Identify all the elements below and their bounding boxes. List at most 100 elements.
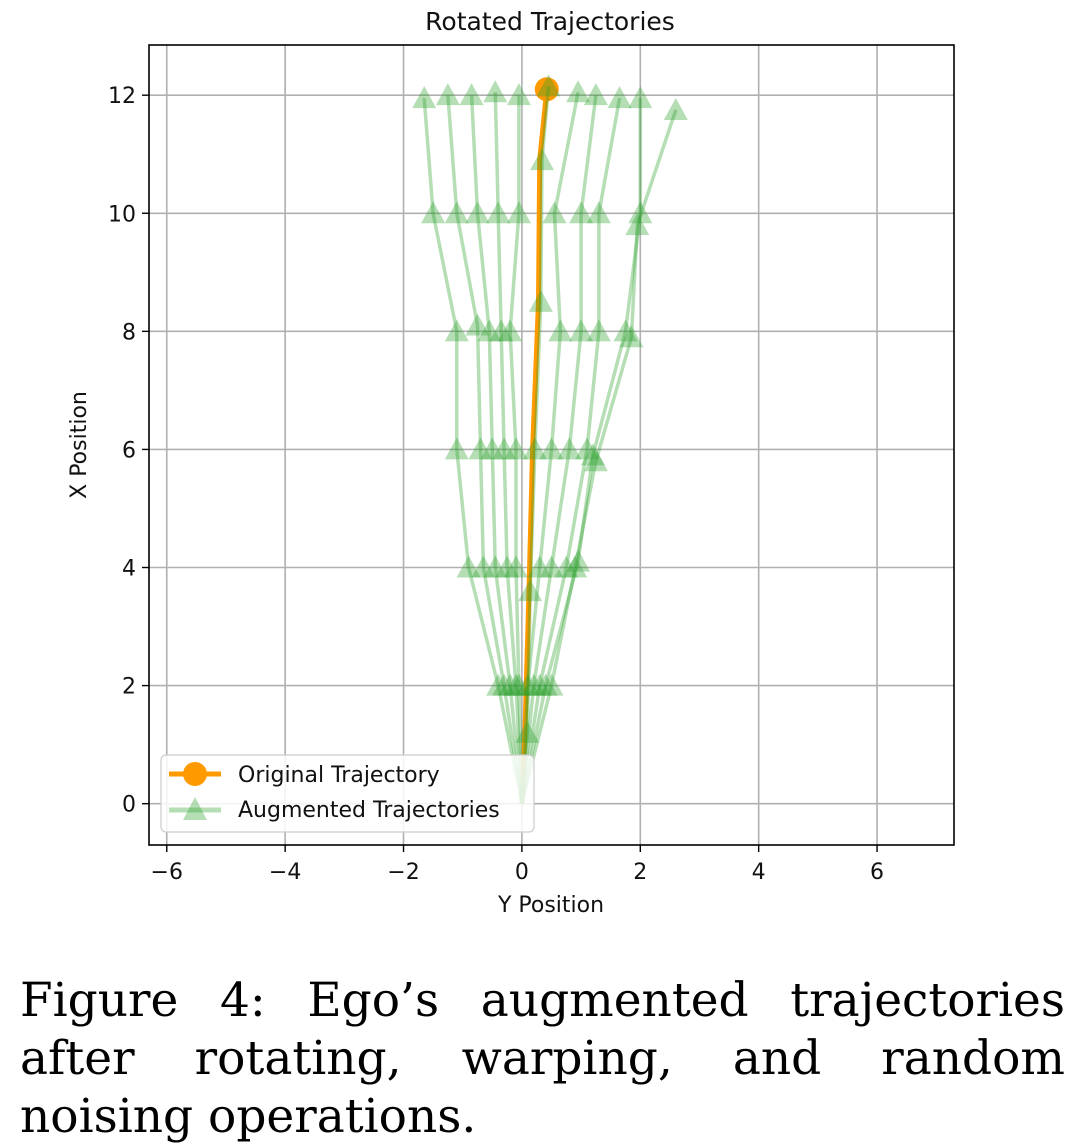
augmented-trajectory-marker [471, 555, 496, 578]
augmented-trajectory-marker [586, 201, 611, 224]
trajectory-chart: Rotated Trajectories −6 −4 −2 0 2 4 6 0 2 4 6 8 10 1… [67, 7, 955, 918]
augmented-trajectory-marker [465, 201, 490, 224]
augmented-trajectory-line [520, 109, 678, 805]
augmented-trajectory-line [520, 86, 551, 804]
series-augmented-trajectory [520, 97, 688, 805]
augmented-trajectory-marker [522, 437, 547, 460]
augmented-trajectory-marker [527, 555, 552, 578]
augmented-trajectory-marker [530, 148, 555, 171]
augmented-trajectory-marker [586, 319, 611, 342]
series-augmented-trajectory [498, 83, 531, 804]
original-trajectory-line [519, 89, 550, 804]
augmented-trajectory-marker [583, 449, 608, 472]
augmented-trajectory-marker [503, 555, 528, 578]
x-ticks: −6 −4 −2 0 2 4 6 [151, 845, 884, 885]
series-augmented-trajectory [459, 83, 524, 804]
series-augmented-trajectory [412, 86, 524, 805]
series-augmented-trajectory [515, 74, 561, 804]
plot-frame [148, 44, 955, 846]
y-tick-label: 12 [108, 84, 136, 109]
legend-box [160, 754, 535, 833]
figure-caption: Figure 4: Ego’s augmented trajectories a… [20, 973, 1065, 1144]
augmented-trajectory-marker [495, 555, 520, 578]
augmented-trajectory-marker [444, 437, 469, 460]
augmented-trajectory-marker [619, 325, 644, 348]
augmented-trajectory-line [520, 98, 643, 805]
augmented-trajectory-marker [569, 319, 594, 342]
series-augmented-trajectory [520, 86, 632, 804]
augmented-trajectory-marker [607, 86, 632, 109]
y-ticks: 0 2 4 6 8 10 12 [108, 84, 149, 818]
augmented-trajectory-marker [435, 83, 460, 106]
legend-original-marker [183, 762, 207, 786]
augmented-trajectory-marker [580, 443, 605, 466]
x-tick-label: 6 [870, 860, 884, 885]
series-augmented-trajectory [435, 83, 524, 804]
augmented-trajectory-marker [533, 673, 558, 696]
augmented-trajectory-marker [506, 201, 531, 224]
y-tick-label: 2 [122, 675, 136, 700]
original-endpoint-marker [534, 77, 559, 102]
series-augmented-trajectory [520, 83, 608, 804]
augmented-trajectory-marker [628, 201, 653, 224]
augmented-trajectory-line [520, 97, 622, 804]
augmented-trajectory-marker [569, 201, 594, 224]
x-tick-label: −4 [269, 860, 301, 885]
x-tick-label: −6 [151, 860, 183, 885]
augmented-trajectory-marker [506, 673, 531, 696]
legend-augmented-label: Augmented Trajectories [238, 798, 500, 823]
augmented-trajectory-marker [498, 319, 523, 342]
augmented-trajectory-marker [444, 319, 469, 342]
x-tick-label: 0 [515, 860, 529, 885]
augmented-trajectory-marker [625, 213, 650, 236]
augmented-trajectory-marker [575, 437, 600, 460]
y-tick-label: 4 [122, 557, 136, 582]
augmented-trajectory-line [493, 92, 524, 804]
augmented-trajectory-marker [554, 555, 579, 578]
y-tick-label: 0 [122, 793, 136, 818]
augmented-trajectory-marker [515, 720, 540, 743]
augmented-trajectory-marker [480, 437, 505, 460]
series-original-trajectory [519, 77, 559, 804]
augmented-trajectory-line [508, 95, 524, 804]
augmented-trajectory-marker [456, 555, 481, 578]
augmented-trajectory-marker [486, 673, 511, 696]
y-tick-label: 6 [122, 438, 136, 463]
augmented-trajectory-marker [412, 86, 437, 109]
augmented-trajectory-marker [518, 579, 543, 602]
y-tick-label: 8 [122, 320, 136, 345]
augmented-trajectory-line [469, 95, 524, 804]
augmented-trajectory-marker [515, 673, 540, 696]
augmented-trajectory-marker [557, 437, 582, 460]
x-tick-label: 4 [752, 860, 766, 885]
augmented-trajectory-marker [539, 437, 564, 460]
augmented-trajectory-line [520, 94, 598, 804]
augmented-trajectory-line [520, 91, 580, 804]
augmented-trajectory-marker [539, 555, 564, 578]
augmented-trajectory-marker [536, 74, 561, 97]
legend-original-label: Original Trajectory [238, 763, 440, 788]
series-augmented-trajectory [515, 80, 591, 804]
augmented-trajectory-marker [583, 83, 608, 106]
augmented-trajectory-line [446, 95, 524, 804]
augmented-trajectory-marker [628, 86, 653, 109]
series-augmented-trajectory [483, 80, 528, 804]
augmented-trajectory-marker [613, 319, 638, 342]
augmented-trajectory-marker [459, 83, 484, 106]
legend-augmented-marker [183, 797, 207, 820]
augmented-trajectory-marker [566, 549, 591, 572]
augmented-trajectory-marker [527, 673, 552, 696]
augmented-trajectory-marker [663, 97, 688, 120]
augmented-trajectory-marker [503, 437, 528, 460]
augmented-trajectory-marker [483, 555, 508, 578]
augmented-trajectory-marker [566, 80, 591, 103]
x-tick-label: −2 [387, 860, 419, 885]
augmented-trajectory-marker [506, 83, 531, 106]
augmented-trajectory-marker [563, 555, 588, 578]
augmented-trajectory-marker [498, 673, 523, 696]
chart-title: Rotated Trajectories [425, 7, 675, 36]
y-tick-label: 10 [108, 202, 136, 227]
legend: Original Trajectory Augmented Trajectori… [160, 754, 535, 833]
augmented-trajectory-marker [483, 80, 508, 103]
augmented-trajectory-line [422, 97, 524, 805]
